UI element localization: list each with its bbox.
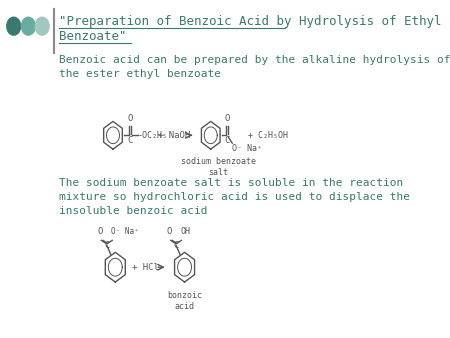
Text: O⁻ Na⁺: O⁻ Na⁺	[112, 227, 139, 237]
Text: sodium benzoate
salt: sodium benzoate salt	[181, 157, 256, 177]
Text: OH: OH	[181, 227, 191, 237]
Text: + NaOH: + NaOH	[158, 131, 191, 140]
Text: O: O	[97, 227, 103, 237]
Text: + HCl: + HCl	[132, 263, 159, 272]
Text: Benzoic acid can be prepared by the alkaline hydrolysis of
the ester ethyl benzo: Benzoic acid can be prepared by the alka…	[59, 55, 450, 79]
Text: O: O	[127, 114, 133, 123]
Text: O: O	[166, 227, 172, 237]
Text: C: C	[127, 136, 133, 145]
Text: The sodium benzoate salt is soluble in the reaction
mixture so hydrochloric acid: The sodium benzoate salt is soluble in t…	[59, 178, 410, 216]
Text: O: O	[224, 114, 230, 123]
Circle shape	[35, 17, 49, 35]
Circle shape	[22, 17, 35, 35]
Text: O⁻ Na⁺: O⁻ Na⁺	[231, 144, 261, 153]
Text: C: C	[224, 136, 230, 145]
Text: "Preparation of Benzoic Acid by Hydrolysis of Ethyl: "Preparation of Benzoic Acid by Hydrolys…	[59, 15, 441, 28]
Text: bonzoic
acid: bonzoic acid	[167, 291, 202, 311]
Text: -OC₂H₅: -OC₂H₅	[138, 131, 167, 140]
Text: C: C	[104, 241, 109, 250]
Text: C: C	[173, 241, 179, 250]
Text: Benzoate": Benzoate"	[59, 30, 126, 43]
Text: + C₂H₅OH: + C₂H₅OH	[248, 131, 288, 140]
Circle shape	[7, 17, 21, 35]
